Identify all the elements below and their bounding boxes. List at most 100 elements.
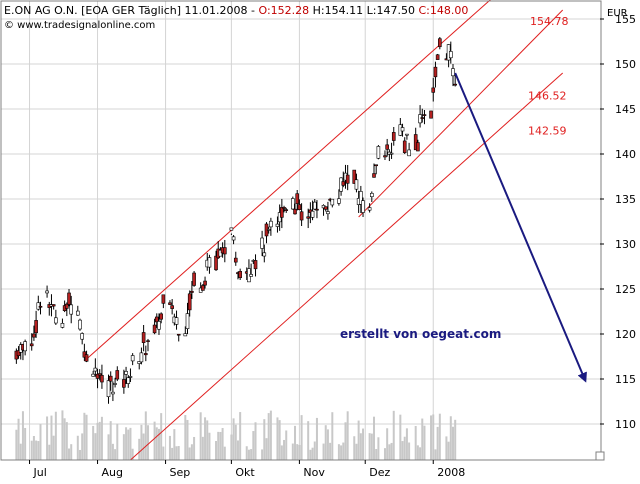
candle-body <box>295 193 300 204</box>
volume-bar <box>386 428 389 460</box>
candle-body <box>297 204 302 210</box>
candle-body <box>385 144 389 150</box>
volume-bar <box>92 425 95 460</box>
candle-body <box>84 354 89 362</box>
candle-body <box>97 373 102 376</box>
volume-bar <box>357 420 360 460</box>
volume-bar <box>199 412 202 460</box>
volume-bar <box>68 448 71 460</box>
candle-body <box>36 302 41 310</box>
volume-bar <box>138 438 141 460</box>
candle-body <box>157 321 161 330</box>
volume-bar <box>267 413 270 460</box>
volume-bar <box>355 443 358 460</box>
header-open: O:152.28 <box>258 4 309 17</box>
volume-bar <box>61 410 64 460</box>
volume-bar <box>85 414 88 460</box>
volume-bar <box>173 429 176 460</box>
candle-body <box>32 333 36 338</box>
volume-bar <box>447 441 450 460</box>
volume-bar <box>175 446 178 460</box>
candle-body <box>249 274 253 277</box>
candle-body <box>282 207 286 209</box>
resize-grip[interactable] <box>595 451 605 461</box>
volume-bar <box>19 443 22 460</box>
volume-bar <box>65 422 68 460</box>
candle-body <box>453 83 457 86</box>
candle-body <box>433 66 438 78</box>
volume-bar <box>78 449 81 460</box>
volume-bar <box>353 436 356 460</box>
candlesticks <box>14 37 457 404</box>
candle-body <box>262 252 267 257</box>
volume-bar <box>375 449 378 460</box>
volume-bar <box>54 411 57 460</box>
candle-body <box>203 280 207 286</box>
candle-body <box>231 236 236 241</box>
candle-body <box>422 114 427 116</box>
volume-bar <box>421 418 424 460</box>
y-tick-label: 130 <box>615 238 636 251</box>
watermark-label: erstellt von oegeat.com <box>340 327 501 341</box>
volume-bar <box>186 419 189 460</box>
candle-body <box>23 341 27 352</box>
candle-body <box>60 323 65 328</box>
y-tick-label: 120 <box>615 328 636 341</box>
volume-bar <box>291 443 294 460</box>
volume-bar <box>340 445 343 460</box>
candle-body <box>176 333 181 336</box>
candle-body <box>65 303 69 309</box>
y-tick-label: 145 <box>615 103 636 116</box>
volume-bar <box>21 411 24 460</box>
candle-body <box>223 247 227 255</box>
candle-body <box>451 68 455 77</box>
volume-bar <box>250 449 253 460</box>
y-tick-label: 125 <box>615 283 636 296</box>
trend-channel <box>84 0 564 461</box>
candle-body <box>330 198 335 206</box>
candle-body <box>108 375 113 382</box>
volume-bar <box>217 431 220 460</box>
header-low: L:147.50 <box>367 4 415 17</box>
volume-bar <box>184 415 187 460</box>
candle-body <box>233 257 238 263</box>
candle-body <box>130 355 135 362</box>
volume-bar <box>129 427 132 460</box>
volume-bar <box>17 418 20 460</box>
price-labels: 154.78 146.52 142.59 <box>528 15 569 138</box>
volume-bar <box>63 418 66 460</box>
chart-header: E.ON AG O.N. [EOA GER Täglich] 11.01.200… <box>4 4 468 17</box>
y-axis-unit: EUR <box>607 8 628 19</box>
candle-body <box>405 133 409 136</box>
candle-body <box>51 304 56 307</box>
x-axis: Jul Aug Sep Okt Nov Dez 2008 <box>29 460 465 479</box>
candle-body <box>352 169 357 184</box>
candle-body <box>413 134 418 151</box>
x-tick-label: Okt <box>235 466 255 479</box>
volume-bar <box>122 434 125 460</box>
volume-bar <box>296 444 299 460</box>
volume-bar <box>368 433 371 460</box>
volume-bar <box>388 444 391 460</box>
candle-body <box>29 343 34 347</box>
candle-body <box>207 257 212 268</box>
header-title: E.ON AG O.N. [EOA GER Täglich] 11.01.200… <box>4 4 258 17</box>
candle-body <box>69 304 74 315</box>
y-tick-label: 155 <box>615 13 636 26</box>
candle-body <box>141 332 146 343</box>
volume-bar <box>401 441 404 460</box>
candle-body <box>376 146 381 159</box>
candle-body <box>372 173 376 178</box>
volume-bar <box>230 434 233 460</box>
x-tick-label: Nov <box>303 466 325 479</box>
y-tick-label: 140 <box>615 148 636 161</box>
candle-body <box>367 207 372 211</box>
volume-bar <box>100 416 103 460</box>
candle-body <box>34 320 38 334</box>
volume-bar <box>311 447 314 460</box>
volume-bar <box>98 421 101 460</box>
price-annotation: 146.52 <box>528 89 567 102</box>
volume-bar <box>50 415 53 460</box>
volume-bar <box>111 443 114 460</box>
volume-bar <box>140 424 143 460</box>
